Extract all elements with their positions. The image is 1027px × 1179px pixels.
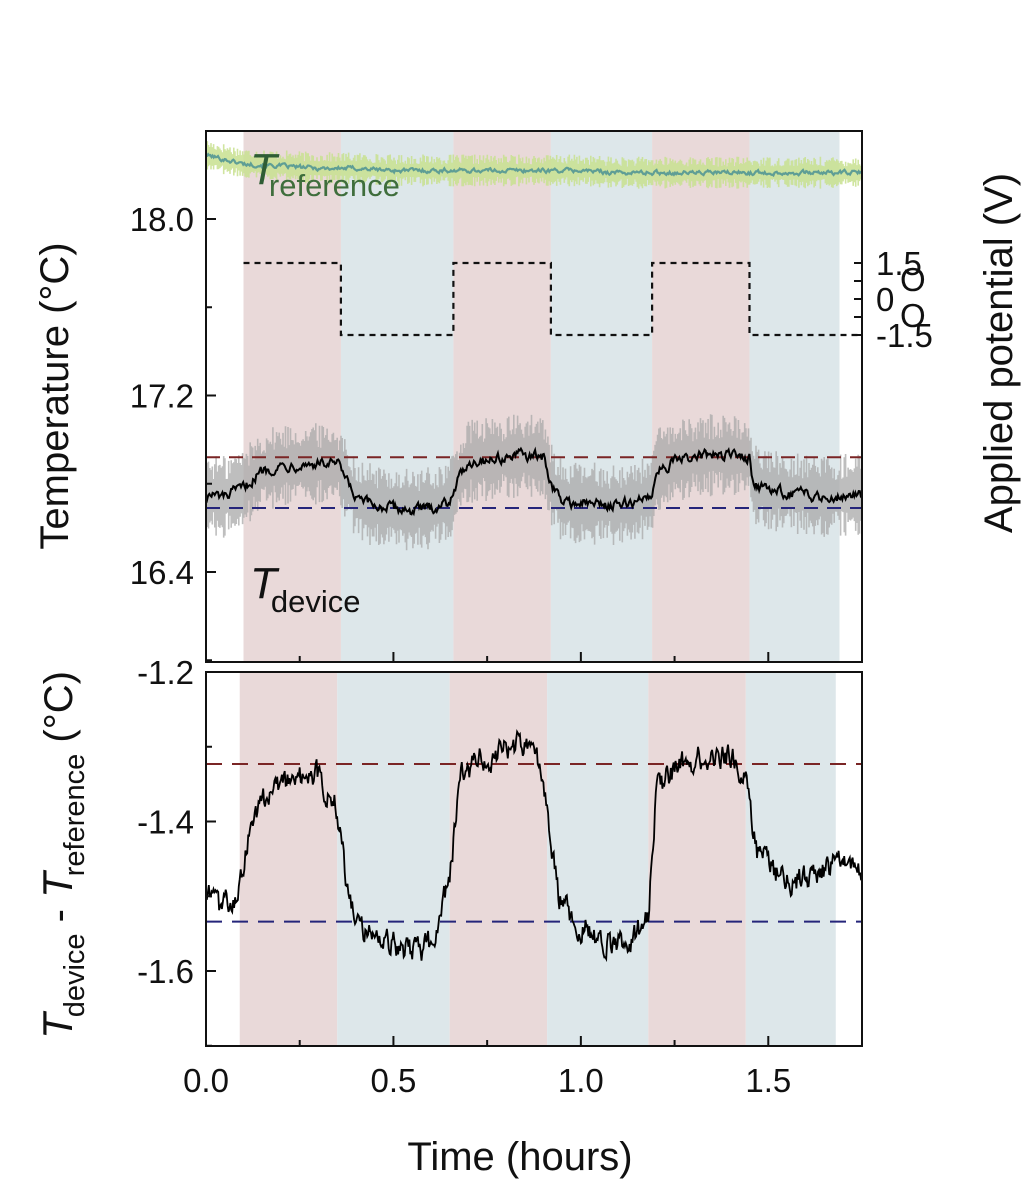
x-tick-label: 0.5	[370, 1062, 416, 1099]
x-tick-label: 1.0	[558, 1062, 604, 1099]
top-y2-axis-title: Applied potential (V)	[977, 173, 1021, 533]
bottom-shade-3	[547, 673, 649, 1045]
bottom-y-tick-label: -1.2	[137, 654, 194, 691]
top-reference-lines	[206, 456, 862, 510]
top-axis-ticks	[205, 218, 863, 662]
t-reference-line	[205, 152, 863, 178]
top-y-tick-label: 16.4	[130, 554, 194, 591]
top-y-tick-label: 17.2	[130, 378, 194, 415]
x-tick-label: 1.5	[745, 1062, 791, 1099]
t-device-annotation: Tdevice	[250, 559, 361, 619]
top-shade-2	[453, 132, 551, 661]
top-y-tick-labels: 18.0 17.2 16.4	[130, 201, 194, 591]
applied-potential-step-line	[243, 261, 862, 337]
temperature-panel: 18.017.216.4 1.50-1.5OO Temperature (°C)…	[33, 130, 1021, 663]
bottom-shade-0	[239, 673, 338, 1045]
bottom-shade-2	[449, 673, 548, 1045]
difference-panel: -1.2 -1.4 -1.6 0.0 0.5 1.0 1.5 Time (hours) T…	[34, 654, 863, 1179]
difference-line	[205, 728, 863, 963]
bottom-shade-4	[648, 673, 746, 1045]
top-y2-tick-labels: 1.50-1.5OO	[876, 245, 933, 354]
bottom-y-tick-label: -1.6	[137, 953, 194, 990]
top-shade-4	[652, 132, 750, 661]
bottom-y-tick-labels: -1.2 -1.4 -1.6	[137, 654, 194, 990]
top-shade-1	[340, 132, 454, 661]
top-y2-tick-label: 1.5	[876, 245, 922, 282]
x-axis-title: Time (hours)	[407, 1135, 632, 1179]
top-shade-5	[749, 132, 840, 661]
top-shade-0	[243, 132, 341, 661]
bottom-axis-ticks	[205, 671, 863, 1047]
bottom-shade-5	[745, 673, 836, 1045]
bottom-series	[205, 728, 863, 963]
top-series	[205, 152, 863, 517]
top-y2-tick-label: -1.5	[876, 317, 933, 354]
bottom-shade-1	[337, 673, 450, 1045]
bottom-plot-frame	[205, 671, 863, 1047]
t-reference-annotation: Treference	[250, 145, 400, 203]
top-y2-mid-glyph: O	[900, 261, 926, 298]
t-device-line	[205, 446, 863, 517]
top-y2-mid-glyph: O	[900, 297, 926, 334]
top-potential-shading	[243, 132, 840, 661]
x-tick-labels: 0.0 0.5 1.0 1.5	[183, 1062, 791, 1099]
top-shade-3	[550, 132, 653, 661]
bottom-y-tick-label: -1.4	[137, 804, 194, 841]
bottom-y-axis-title: Tdevice - Treference (°C)	[34, 671, 91, 1039]
top-y-tick-label: 18.0	[130, 201, 194, 238]
x-tick-label: 0.0	[183, 1062, 229, 1099]
top-y-axis-title: Temperature (°C)	[33, 242, 77, 549]
top-y2-tick-label: 0	[876, 281, 894, 318]
bottom-potential-shading	[239, 673, 836, 1045]
